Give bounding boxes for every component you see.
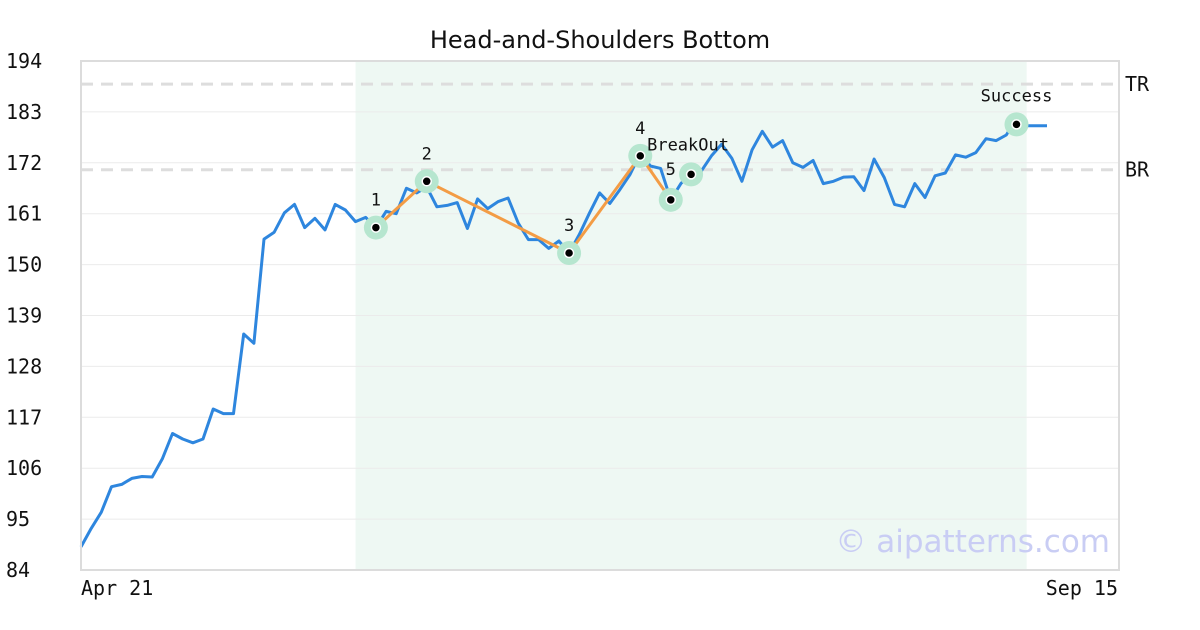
y-tick-label: 161 xyxy=(6,202,42,226)
watermark-text: © aipatterns.com xyxy=(835,524,1110,560)
y-tick-label: 139 xyxy=(6,304,42,328)
y-tick-label: 106 xyxy=(6,456,42,480)
pattern-point-marker xyxy=(563,247,575,259)
pattern-point-marker xyxy=(1011,119,1022,130)
y-tick-label: 84 xyxy=(6,558,30,582)
y-tick-label: 150 xyxy=(6,253,42,277)
pattern-point-marker xyxy=(665,194,677,206)
pattern-point-label: 5 xyxy=(666,160,676,180)
y-tick-label: 95 xyxy=(6,507,30,531)
x-tick-label: Apr 21 xyxy=(81,576,153,600)
plot-frame xyxy=(80,60,1120,571)
y-tick-label: 194 xyxy=(6,49,42,73)
pattern-point-marker xyxy=(685,169,697,180)
pattern-point-label: 4 xyxy=(635,119,645,139)
x-tick-label: Sep 15 xyxy=(1046,576,1118,600)
pattern-point-label: BreakOut xyxy=(647,135,729,155)
y-tick-label: 117 xyxy=(6,405,42,429)
chart-title: Head-and-Shoulders Bottom xyxy=(430,26,770,54)
pattern-point-marker xyxy=(635,150,646,162)
reference-line-label: TR xyxy=(1125,72,1150,96)
reference-line-label: BR xyxy=(1125,158,1150,182)
y-tick-label: 183 xyxy=(6,100,42,124)
pattern-point-label: 3 xyxy=(564,216,574,236)
y-tick-label: 172 xyxy=(6,151,42,175)
pattern-point-label: 1 xyxy=(371,191,381,211)
y-tick-label: 128 xyxy=(6,354,42,378)
pattern-point-marker xyxy=(370,222,382,233)
pattern-point-label: 2 xyxy=(422,144,432,164)
pattern-point-marker xyxy=(421,176,432,187)
pattern-point-label: Success xyxy=(981,86,1053,106)
